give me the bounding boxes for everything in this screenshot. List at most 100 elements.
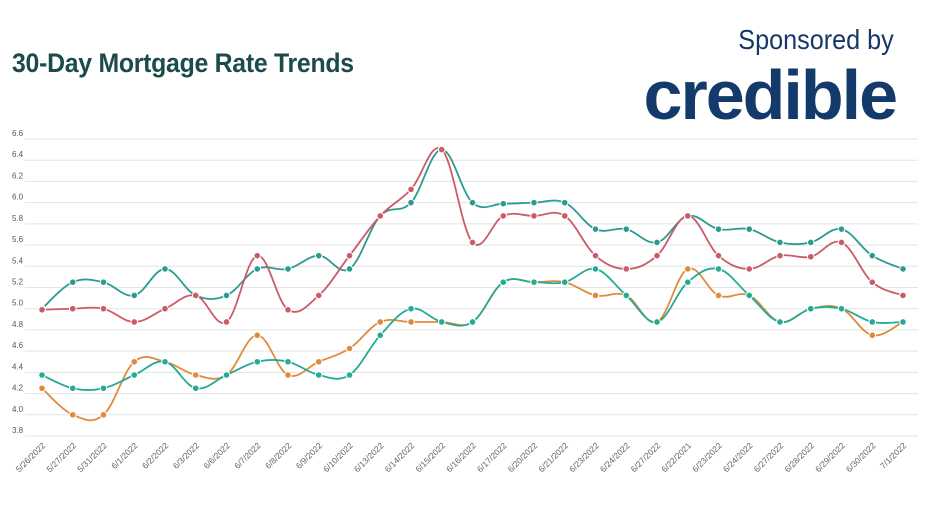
series-2-point (683, 212, 692, 220)
series-4-point (653, 318, 661, 326)
x-tick-label: 7/1/2022 (878, 440, 909, 471)
series-1-point (653, 238, 661, 247)
series-1-point (253, 265, 262, 273)
series-4-point (68, 384, 77, 393)
y-tick-label: 5.4 (12, 256, 24, 265)
series-3-point (868, 331, 877, 340)
series-1-point (314, 251, 323, 260)
series-3-point (284, 371, 292, 379)
series-3-point (191, 371, 200, 379)
y-tick-label: 4.4 (12, 362, 24, 371)
series-1-point (714, 225, 723, 233)
gridlines (25, 138, 918, 437)
y-tick-label: 4.8 (12, 320, 24, 329)
series-4-point (284, 357, 292, 366)
y-tick-label: 5.0 (12, 299, 24, 308)
series-2-point (130, 318, 139, 326)
series-2-point (468, 238, 477, 247)
series-4-point (899, 318, 907, 326)
x-tick-label: 6/30/2022 (844, 440, 878, 474)
series-3-point (591, 291, 600, 300)
series-1-point (345, 265, 354, 273)
series-2-point (284, 305, 292, 314)
x-tick-label: 6/28/2022 (782, 440, 816, 474)
series-4-point (130, 371, 139, 379)
y-tick-label: 4.0 (12, 405, 24, 414)
y-tick-label: 3.8 (12, 426, 24, 435)
series-4-point (161, 357, 169, 366)
series-4-point (407, 304, 415, 313)
x-tick-label: 5/27/2022 (44, 440, 78, 474)
series-1-point (745, 225, 754, 233)
series-3-point (130, 357, 139, 366)
series-1-point (899, 265, 907, 273)
x-tick-label: 6/15/2022 (413, 440, 447, 474)
x-tick-label: 6/9/2022 (294, 440, 325, 471)
series-2-point (222, 318, 231, 326)
series-3-point (314, 357, 323, 366)
x-tick-label: 6/27/2022 (629, 440, 663, 474)
series-3-point (407, 318, 415, 326)
series-4-point (868, 318, 877, 326)
x-tick-label: 6/8/2022 (263, 440, 294, 471)
series-2-point (38, 305, 46, 314)
x-tick-label: 6/1/2022 (109, 440, 140, 471)
series-3-point (683, 265, 692, 273)
series-4-point (806, 304, 815, 313)
series-2-point (653, 251, 661, 260)
series-1-point (837, 225, 846, 233)
series-1-point (161, 265, 169, 273)
x-tick-label: 6/7/2022 (232, 440, 263, 471)
series-4-point (253, 357, 262, 366)
series-4-point (560, 278, 569, 286)
x-tick-label: 6/16/2022 (444, 440, 478, 474)
series-1-point (222, 291, 231, 300)
x-tick-label: 5/31/2022 (75, 440, 109, 474)
x-tick-label: 6/24/2022 (721, 440, 755, 474)
series-3-point (376, 318, 385, 326)
series-2-point (161, 304, 169, 313)
series-2-point (314, 291, 323, 300)
series-2-point (560, 212, 569, 220)
series-4-point (314, 371, 323, 379)
series-4-point (345, 371, 354, 379)
series-2-point (437, 145, 446, 154)
x-tick-label: 6/22/2021 (659, 440, 693, 474)
series-4-point (837, 304, 846, 313)
x-tick-label: 6/23/2022 (567, 440, 601, 474)
sponsor-label: Sponsored by (738, 24, 894, 55)
series-4-point (99, 384, 108, 393)
series-4-point (222, 371, 231, 379)
series-4-point (622, 291, 631, 300)
series-2-point (622, 265, 631, 273)
series-4-point (745, 291, 754, 300)
y-tick-label: 6.6 (12, 129, 24, 138)
series-1-point (468, 198, 477, 207)
x-tick-label: 6/2/2022 (140, 440, 171, 471)
x-tick-label: 6/3/2022 (171, 440, 202, 471)
series-4-point (530, 278, 538, 286)
series-2-point (530, 212, 538, 220)
series-3-point (345, 344, 354, 353)
series-1-point (68, 278, 77, 286)
series-3-point (68, 410, 77, 419)
x-tick-label: 6/23/2022 (690, 440, 724, 474)
series-4-line (41, 267, 904, 391)
series-4-point (191, 384, 200, 393)
series-4-point (38, 371, 46, 379)
series-1-point (130, 291, 139, 300)
series-3-point (99, 410, 108, 419)
series-1-point (560, 198, 569, 207)
series-2-point (806, 252, 815, 261)
series-2-point (99, 304, 108, 313)
series-2-point (253, 251, 262, 260)
y-tick-label: 6.0 (12, 193, 24, 202)
series-1-point (284, 265, 292, 273)
series-4-point (437, 318, 446, 326)
y-tick-label: 5.2 (12, 278, 24, 287)
series-1-point (530, 198, 538, 207)
series-4-point (376, 331, 385, 340)
series-3-line (41, 267, 904, 422)
series-4-point (714, 265, 723, 273)
